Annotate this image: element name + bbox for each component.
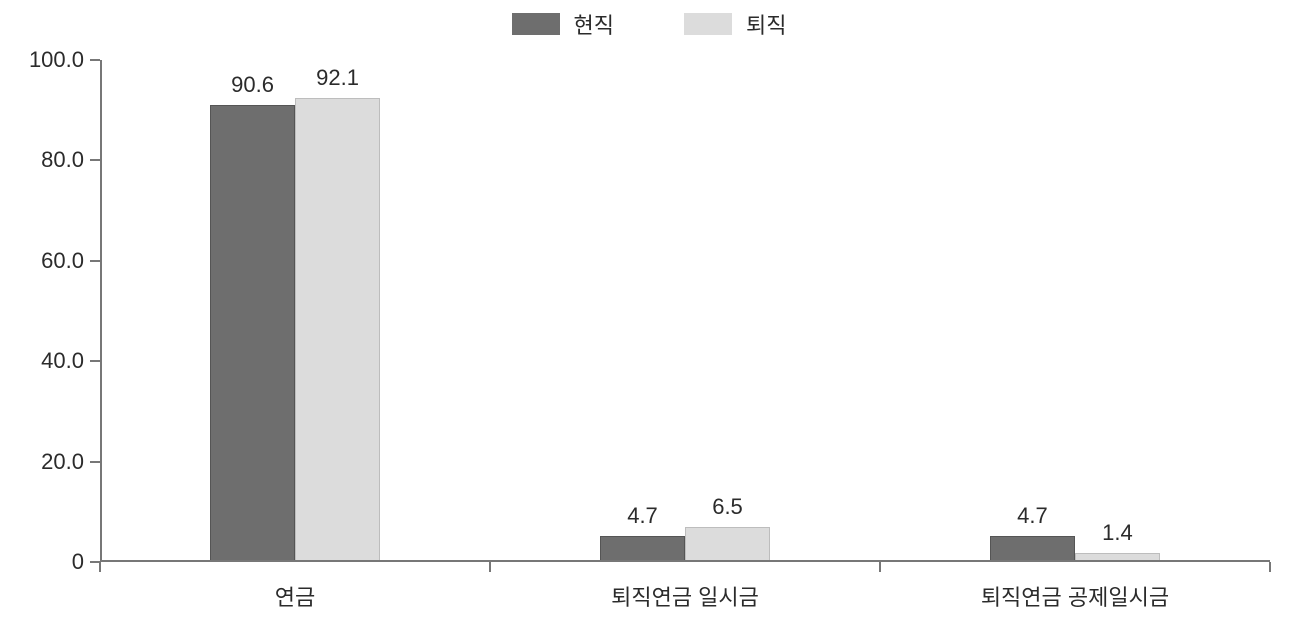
bar: 92.1: [295, 98, 380, 560]
legend: 현직 퇴직: [0, 8, 1298, 40]
bar-value-label: 6.5: [712, 494, 743, 528]
legend-swatch: [684, 13, 732, 35]
legend-item: 퇴직: [684, 8, 786, 40]
legend-item: 현직: [512, 8, 614, 40]
bar-chart: 현직 퇴직 020.040.060.080.0100.0연금퇴직연금 일시금퇴직…: [0, 0, 1298, 639]
bar-value-label: 90.6: [231, 72, 274, 106]
x-tick: [489, 562, 491, 572]
bar-value-label: 1.4: [1102, 520, 1133, 554]
x-category-label: 퇴직연금 공제일시금: [981, 562, 1169, 612]
x-tick: [879, 562, 881, 572]
y-axis: [100, 60, 102, 562]
y-tick-label: 20.0: [41, 449, 100, 475]
x-tick: [99, 562, 101, 572]
bar: 4.7: [990, 536, 1075, 560]
y-tick-label: 60.0: [41, 248, 100, 274]
y-tick-label: 40.0: [41, 348, 100, 374]
bar-value-label: 92.1: [316, 65, 359, 99]
y-tick-label: 80.0: [41, 147, 100, 173]
legend-label: 현직: [574, 8, 614, 40]
bar: 1.4: [1075, 553, 1160, 560]
y-tick-label: 0: [72, 549, 100, 575]
x-tick: [1269, 562, 1271, 572]
bar: 4.7: [600, 536, 685, 560]
bar-value-label: 4.7: [1017, 503, 1048, 537]
bar-value-label: 4.7: [627, 503, 658, 537]
plot-area: 020.040.060.080.0100.0연금퇴직연금 일시금퇴직연금 공제일…: [100, 60, 1270, 562]
x-category-label: 퇴직연금 일시금: [611, 562, 759, 612]
bar: 6.5: [685, 527, 770, 560]
bar: 90.6: [210, 105, 295, 560]
legend-label: 퇴직: [746, 8, 786, 40]
y-tick-label: 100.0: [29, 47, 100, 73]
x-category-label: 연금: [275, 562, 315, 612]
legend-swatch: [512, 13, 560, 35]
